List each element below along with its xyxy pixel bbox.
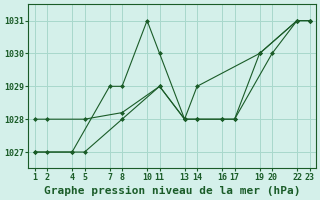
X-axis label: Graphe pression niveau de la mer (hPa): Graphe pression niveau de la mer (hPa) — [44, 186, 300, 196]
